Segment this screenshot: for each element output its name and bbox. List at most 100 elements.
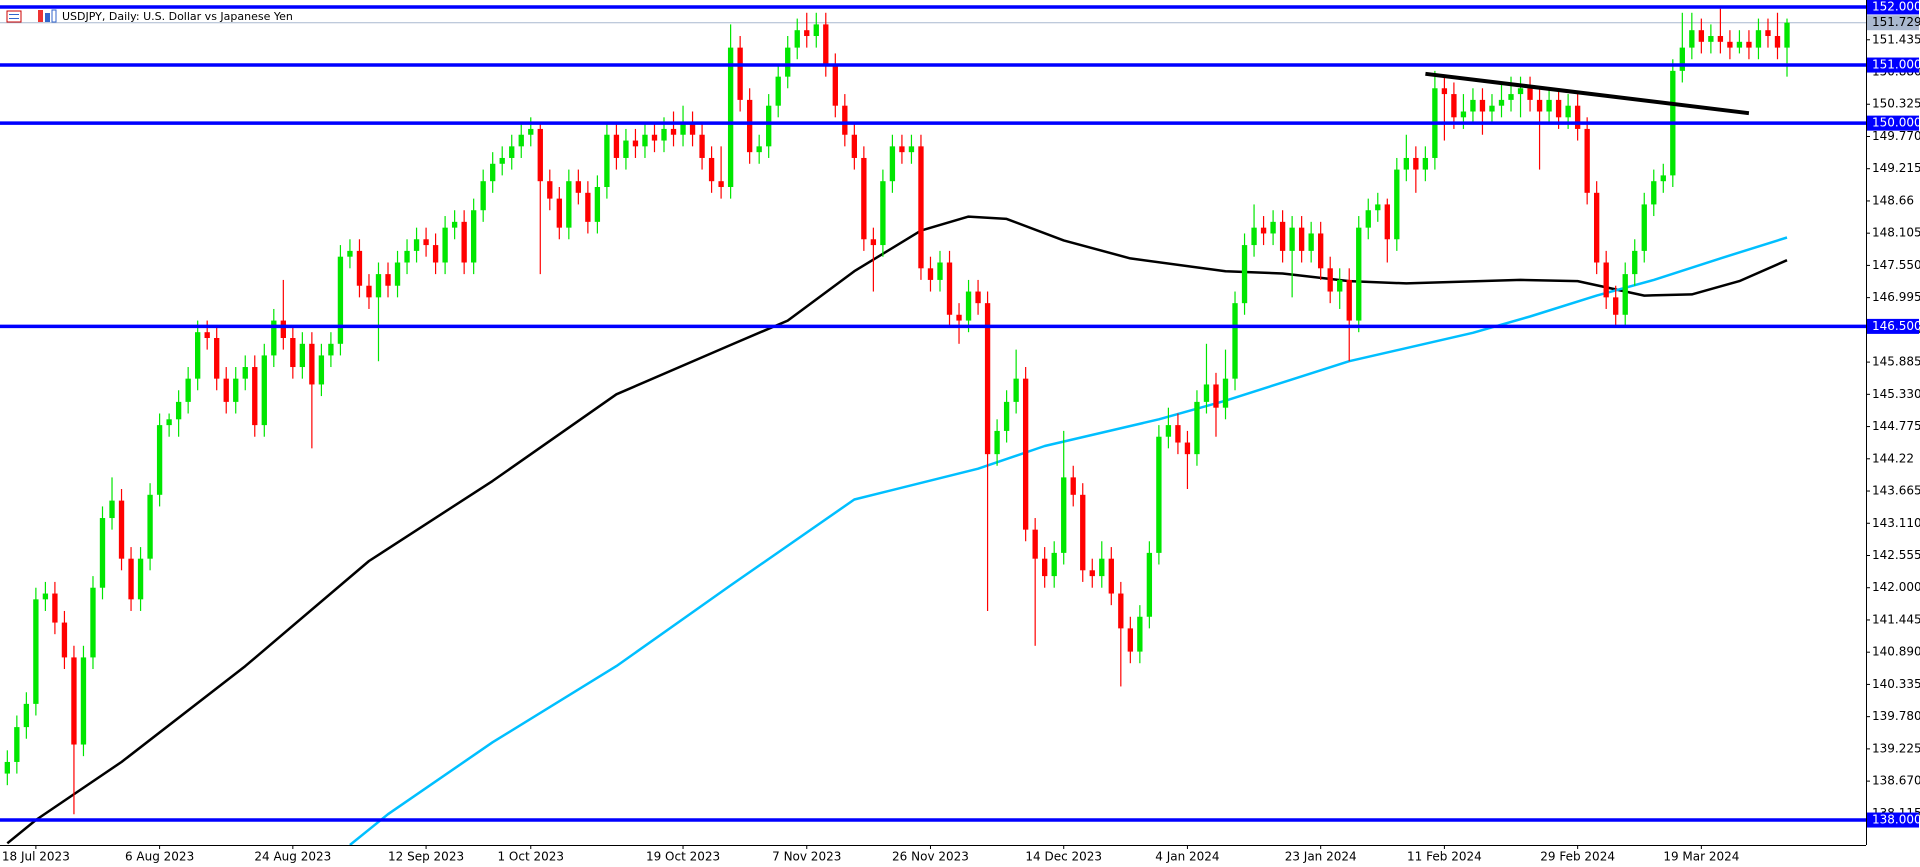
moving-average-line [6, 215, 1788, 845]
y-tick-label: 149.215 [1872, 161, 1920, 175]
candle-body [33, 599, 39, 704]
level-label: 146.500 [1872, 319, 1920, 333]
y-tick-label: 148.66 [1872, 193, 1914, 207]
candle-body [842, 105, 848, 135]
candle-body [1422, 157, 1429, 170]
candle-body [775, 76, 781, 106]
candle-body [271, 320, 277, 356]
candle-body [1022, 378, 1029, 530]
level-label-box [1867, 115, 1919, 131]
y-tick-label: 140.335 [1872, 677, 1920, 691]
candle-body [290, 338, 296, 368]
candle-body [356, 250, 363, 286]
y-tick-label: 139.780 [1872, 709, 1920, 723]
y-tick-label: 140.890 [1872, 645, 1920, 659]
candle-body [518, 134, 524, 147]
candle-body [1784, 22, 1790, 48]
candle-body [556, 198, 562, 228]
y-tick-label: 143.110 [1872, 516, 1920, 530]
candle-body [1489, 105, 1495, 112]
candle-body [1774, 36, 1781, 48]
candle-body [899, 146, 905, 153]
candle-body [413, 239, 420, 251]
x-tick-label: 18 Jul 2023 [2, 850, 70, 864]
candle-body [61, 622, 68, 658]
candle-body [1099, 558, 1105, 577]
candle-body [1327, 268, 1333, 292]
y-tick-label: 144.775 [1872, 419, 1920, 433]
candle-body [1603, 262, 1609, 298]
candle-body [1441, 88, 1448, 95]
menu-icon[interactable] [6, 10, 22, 23]
candle-body [175, 401, 182, 420]
level-label: 151.000 [1872, 58, 1920, 72]
candle-body [480, 181, 486, 211]
chart-icon [51, 9, 57, 23]
candle-body [1213, 384, 1219, 408]
candle-body [689, 123, 696, 135]
candle-body [785, 47, 791, 77]
candle-body [509, 146, 515, 158]
level-label: 152.000 [1872, 0, 1920, 13]
level-label-box [1867, 57, 1919, 73]
candle-body [889, 146, 896, 182]
candle-body [1413, 157, 1419, 170]
level-label-box [1867, 812, 1919, 828]
candle-body [1498, 99, 1505, 106]
candle-body [375, 274, 382, 298]
candle-body [1118, 593, 1124, 629]
candle-body [1451, 94, 1457, 118]
candle-body [499, 157, 505, 164]
candle-body [137, 558, 144, 600]
level-label: 138.000 [1872, 813, 1920, 827]
chart-icon[interactable] [38, 10, 43, 22]
candle-body [80, 657, 87, 745]
candle-body [394, 262, 401, 286]
x-tick-label: 1 Oct 2023 [497, 850, 564, 864]
candle-body [804, 30, 810, 37]
candle-body [1632, 250, 1638, 275]
candle-body [156, 425, 163, 495]
candle-body [52, 593, 58, 623]
candle-body [1070, 477, 1076, 495]
candle-body [195, 332, 201, 379]
candle-body [1289, 227, 1295, 251]
candle-body [670, 128, 677, 135]
chart-icon [45, 13, 50, 22]
y-tick-label: 146.995 [1872, 290, 1920, 304]
candle-body [147, 494, 153, 559]
candle-body [214, 338, 220, 379]
candle-body [1613, 297, 1619, 315]
candle-body [1470, 99, 1476, 112]
candle-body [118, 500, 125, 559]
candle-body [1584, 128, 1590, 193]
x-tick-label: 11 Feb 2024 [1407, 850, 1482, 864]
candle-body [1080, 494, 1086, 571]
candle-body [585, 192, 591, 222]
candle-body [594, 187, 601, 222]
candle-body [4, 761, 10, 774]
candle-body [623, 140, 629, 158]
candle-body [1184, 442, 1191, 455]
y-tick-label: 142.000 [1872, 580, 1920, 594]
candle-body [1279, 221, 1286, 251]
candle-body [937, 262, 943, 280]
y-tick-label: 145.330 [1872, 387, 1920, 401]
candle-body [128, 558, 134, 600]
candle-body [832, 65, 838, 106]
candle-body [109, 500, 115, 519]
x-tick-label: 26 Nov 2023 [892, 850, 969, 864]
candle-body [337, 256, 344, 344]
candle-body [1356, 227, 1362, 321]
level-label: 150.000 [1872, 116, 1920, 130]
candle-body [975, 291, 981, 304]
candle-body [1251, 227, 1257, 246]
candle-body [1765, 30, 1771, 37]
x-tick-label: 7 Nov 2023 [772, 850, 841, 864]
candle-body [880, 181, 886, 246]
candle-body [632, 140, 639, 147]
candle-body [1156, 436, 1162, 553]
candle-body [1403, 157, 1409, 170]
